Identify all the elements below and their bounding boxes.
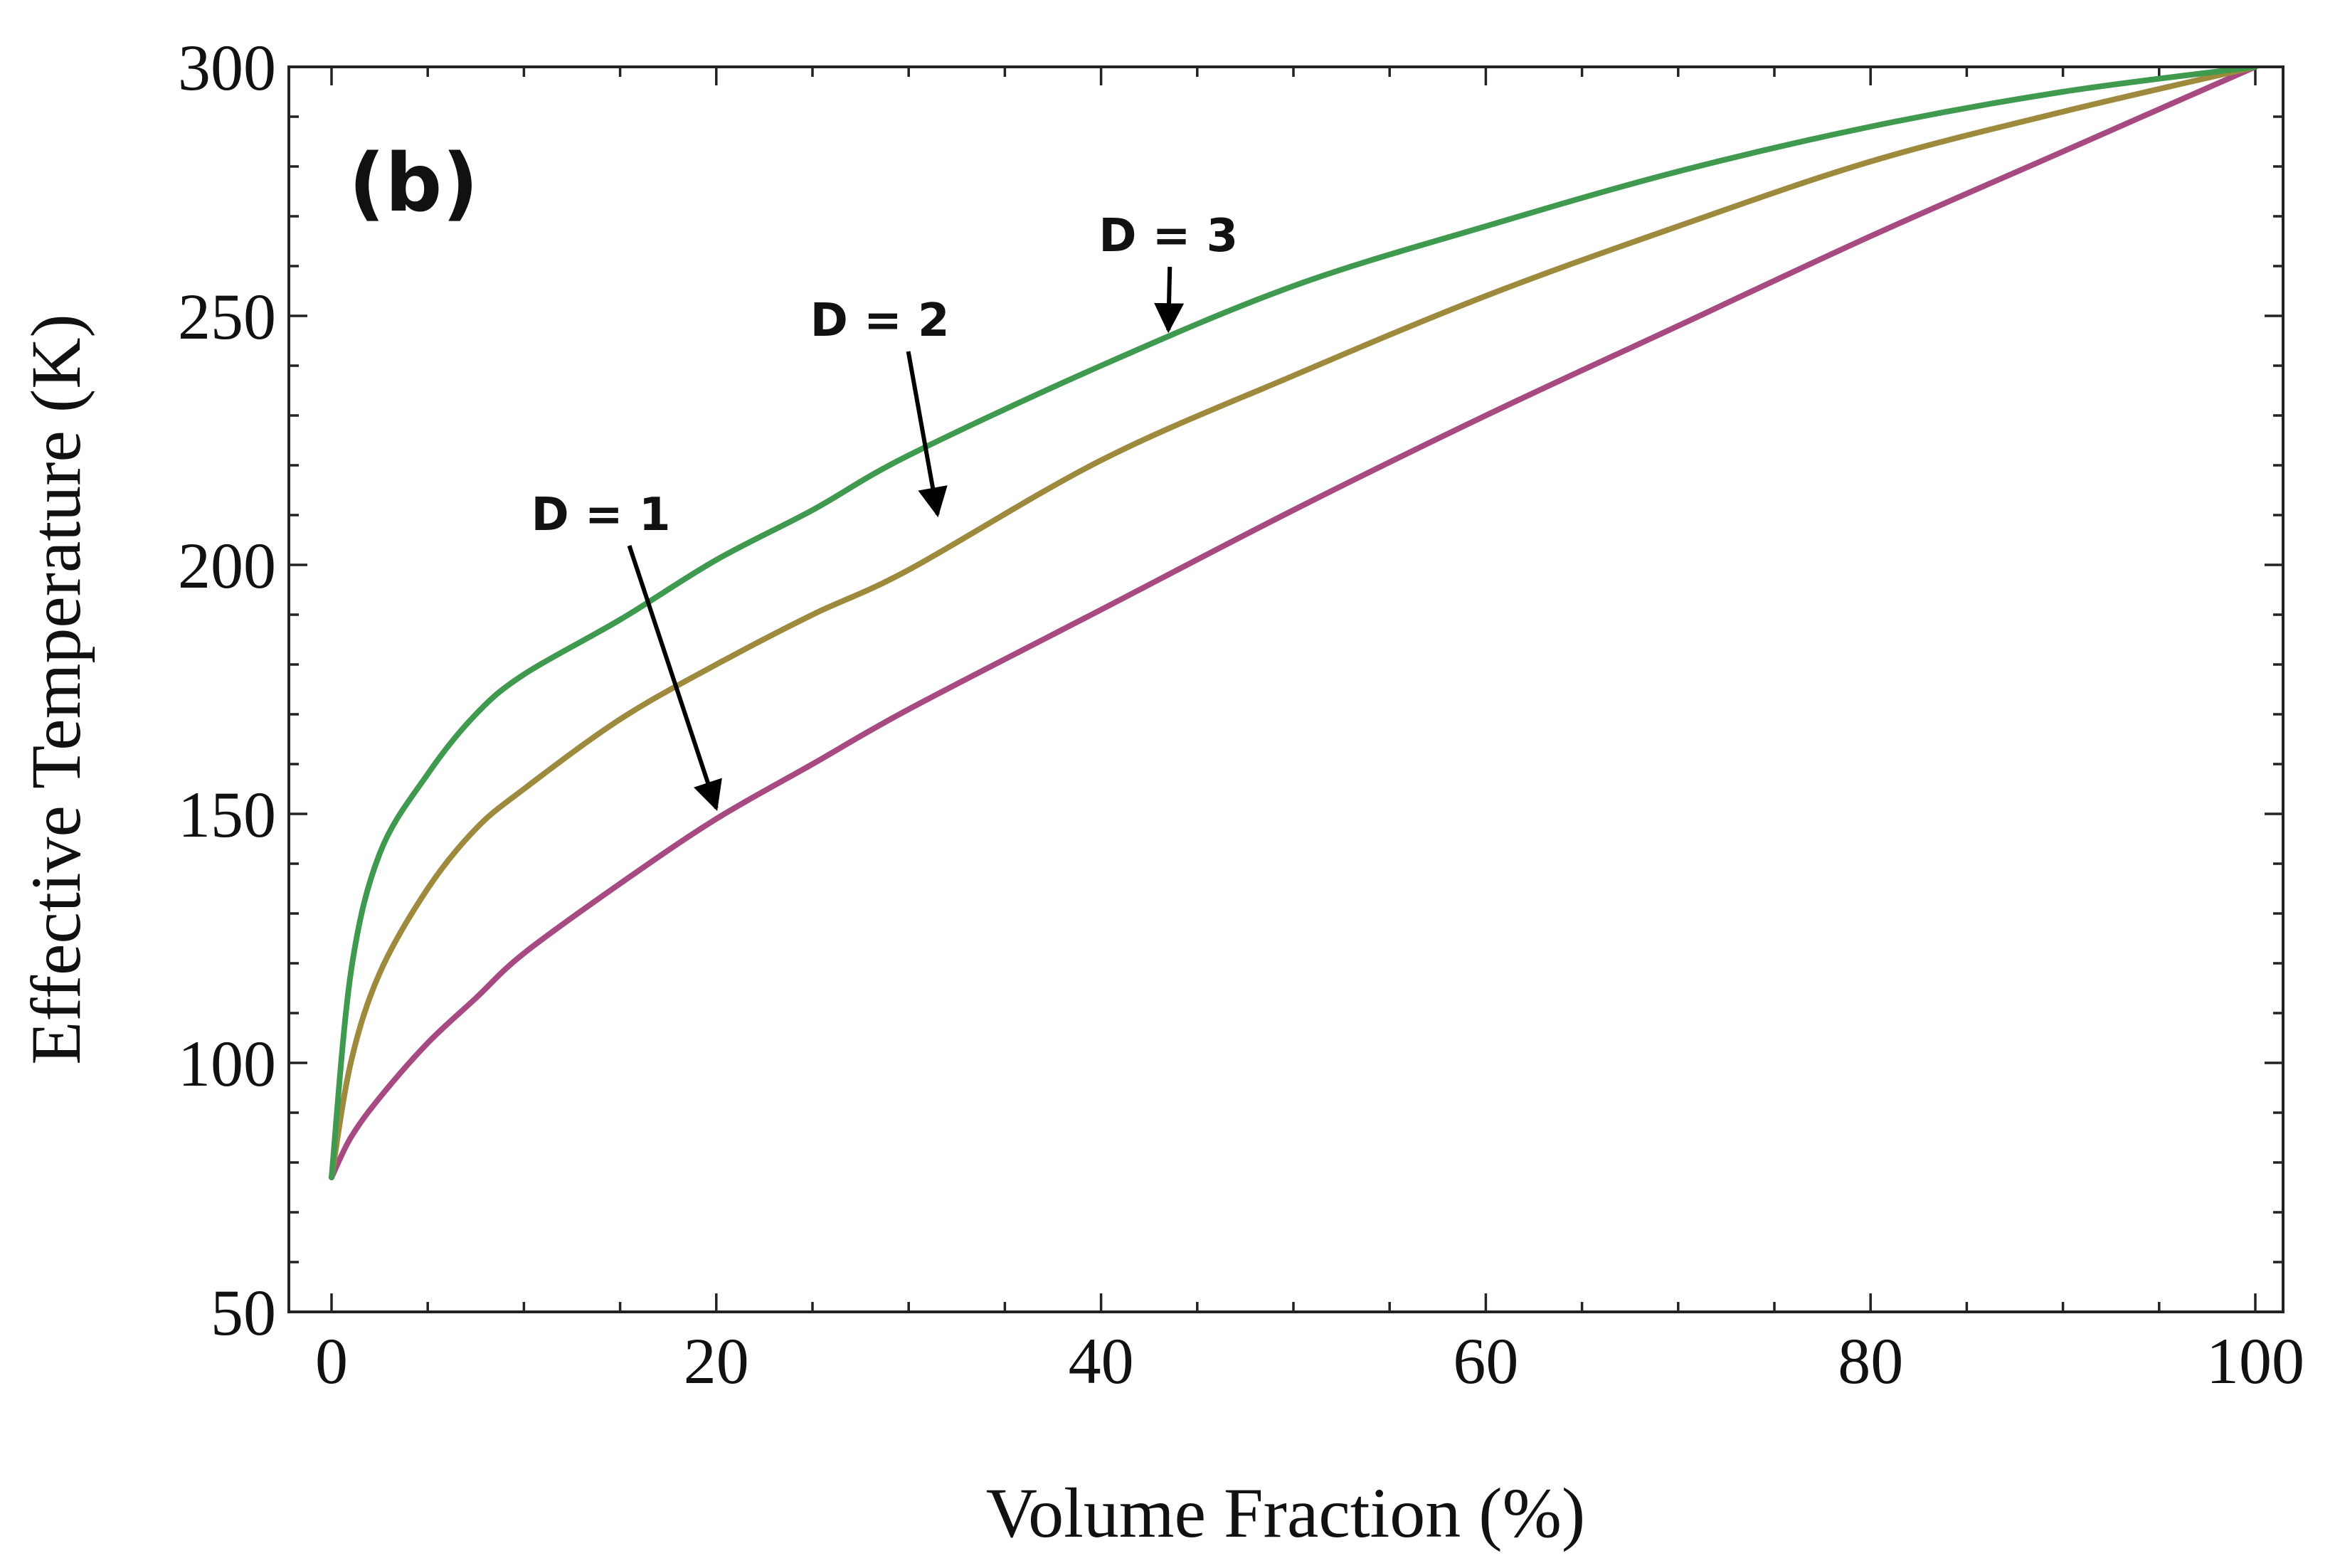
- x-tick-label: 80: [1838, 1325, 1903, 1397]
- axis-ticks: [289, 65, 2283, 1313]
- annotations: D = 1 D = 2 D = 3: [531, 210, 1238, 811]
- x-tick-label: 60: [1453, 1325, 1518, 1397]
- plot-frame: [287, 65, 2284, 1313]
- annotation-label: D = 3: [1098, 210, 1238, 263]
- y-tick-label: 250: [178, 280, 276, 353]
- x-axis-label: Volume Fraction (%): [986, 1473, 1585, 1552]
- y-tick-label: 150: [178, 778, 276, 851]
- series-line-d3: [329, 67, 2258, 1180]
- y-tick-label: 50: [211, 1276, 276, 1349]
- y-tick-label: 200: [178, 529, 276, 602]
- y-axis-label: Effective Temperature (K): [16, 314, 95, 1064]
- panel-label: (b): [349, 137, 479, 230]
- annotation-label: D = 1: [531, 489, 671, 541]
- tick-labels: 0 20 40 60 80 100 50 100 150 200 250 300: [178, 31, 2304, 1397]
- y-tick-label: 100: [178, 1027, 276, 1100]
- x-tick-label: 40: [1069, 1325, 1134, 1397]
- series-line-d2: [329, 67, 2258, 1180]
- series-line-d1: [329, 67, 2258, 1180]
- annotation-label: D = 2: [810, 295, 950, 347]
- x-tick-label: 100: [2206, 1325, 2304, 1397]
- x-tick-label: 0: [315, 1325, 348, 1397]
- series-lines: [329, 67, 2258, 1180]
- y-tick-label: 300: [178, 31, 276, 104]
- annotation-arrow: [627, 545, 722, 811]
- x-tick-label: 20: [684, 1325, 749, 1397]
- annotation-arrow: [1154, 266, 1185, 334]
- annotation-arrow: [906, 351, 948, 518]
